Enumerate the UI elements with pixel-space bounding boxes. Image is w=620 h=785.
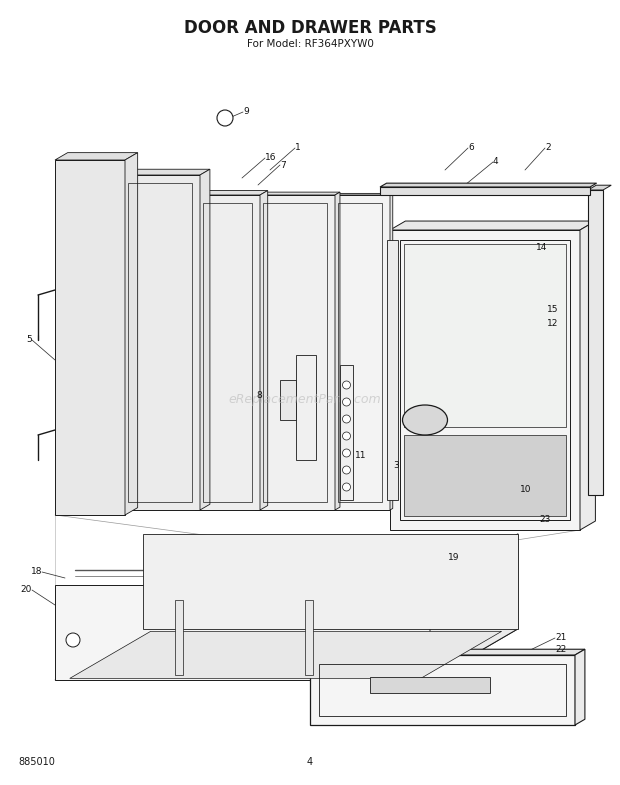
Polygon shape (430, 534, 518, 680)
Text: eReplacementParts.com: eReplacementParts.com (229, 393, 381, 407)
Text: 11: 11 (355, 451, 366, 459)
Text: 21: 21 (555, 633, 567, 642)
Polygon shape (404, 435, 566, 516)
Text: 7: 7 (280, 160, 286, 170)
Polygon shape (120, 170, 210, 175)
Text: 5: 5 (26, 335, 32, 345)
Text: 4: 4 (307, 757, 313, 767)
Circle shape (342, 381, 350, 389)
Text: 20: 20 (20, 586, 32, 594)
Polygon shape (310, 649, 585, 655)
Text: 14: 14 (536, 243, 547, 253)
Text: 3: 3 (393, 461, 399, 469)
Polygon shape (200, 170, 210, 510)
Polygon shape (380, 187, 590, 195)
Polygon shape (280, 380, 296, 420)
Text: 12: 12 (547, 319, 559, 327)
Polygon shape (125, 152, 138, 515)
Text: 22: 22 (555, 645, 566, 655)
Polygon shape (310, 655, 575, 725)
Polygon shape (387, 240, 398, 500)
Text: 1: 1 (295, 144, 301, 152)
Circle shape (342, 466, 350, 474)
Circle shape (66, 633, 80, 647)
Polygon shape (380, 183, 596, 187)
Text: 23: 23 (539, 516, 551, 524)
Polygon shape (175, 600, 183, 675)
Polygon shape (55, 585, 430, 680)
Polygon shape (55, 160, 125, 515)
Polygon shape (55, 629, 518, 680)
Circle shape (342, 483, 350, 491)
Text: 16: 16 (265, 154, 277, 162)
Text: 10: 10 (520, 485, 531, 495)
Ellipse shape (402, 405, 448, 435)
Circle shape (342, 432, 350, 440)
Circle shape (217, 110, 233, 126)
Polygon shape (390, 230, 580, 530)
Text: 15: 15 (547, 305, 559, 315)
Text: 19: 19 (448, 553, 459, 563)
Polygon shape (404, 244, 566, 427)
Text: 9: 9 (243, 108, 249, 116)
Text: 6: 6 (468, 144, 474, 152)
Circle shape (342, 398, 350, 406)
Polygon shape (255, 192, 340, 195)
Polygon shape (580, 221, 595, 530)
Polygon shape (390, 193, 392, 510)
Polygon shape (255, 195, 335, 510)
Text: 18: 18 (30, 568, 42, 576)
Polygon shape (69, 631, 502, 678)
Polygon shape (55, 152, 138, 160)
Polygon shape (143, 534, 518, 629)
Polygon shape (260, 191, 268, 510)
Polygon shape (370, 677, 490, 693)
Text: 2: 2 (545, 144, 551, 152)
Text: For Model: RF364PXYW0: For Model: RF364PXYW0 (247, 39, 373, 49)
Text: 885010: 885010 (18, 757, 55, 767)
Polygon shape (296, 355, 316, 460)
Polygon shape (588, 190, 603, 495)
Polygon shape (330, 193, 392, 195)
Polygon shape (575, 649, 585, 725)
Polygon shape (335, 192, 340, 510)
Polygon shape (305, 600, 313, 675)
Text: 4: 4 (493, 158, 498, 166)
Polygon shape (330, 195, 390, 510)
Circle shape (342, 415, 350, 423)
Circle shape (342, 449, 350, 457)
Polygon shape (195, 191, 268, 195)
Polygon shape (390, 221, 595, 230)
Polygon shape (120, 175, 200, 510)
Text: 8: 8 (256, 390, 262, 400)
Text: DOOR AND DRAWER PARTS: DOOR AND DRAWER PARTS (184, 19, 436, 37)
Polygon shape (340, 365, 353, 500)
Polygon shape (588, 185, 611, 190)
Polygon shape (195, 195, 260, 510)
